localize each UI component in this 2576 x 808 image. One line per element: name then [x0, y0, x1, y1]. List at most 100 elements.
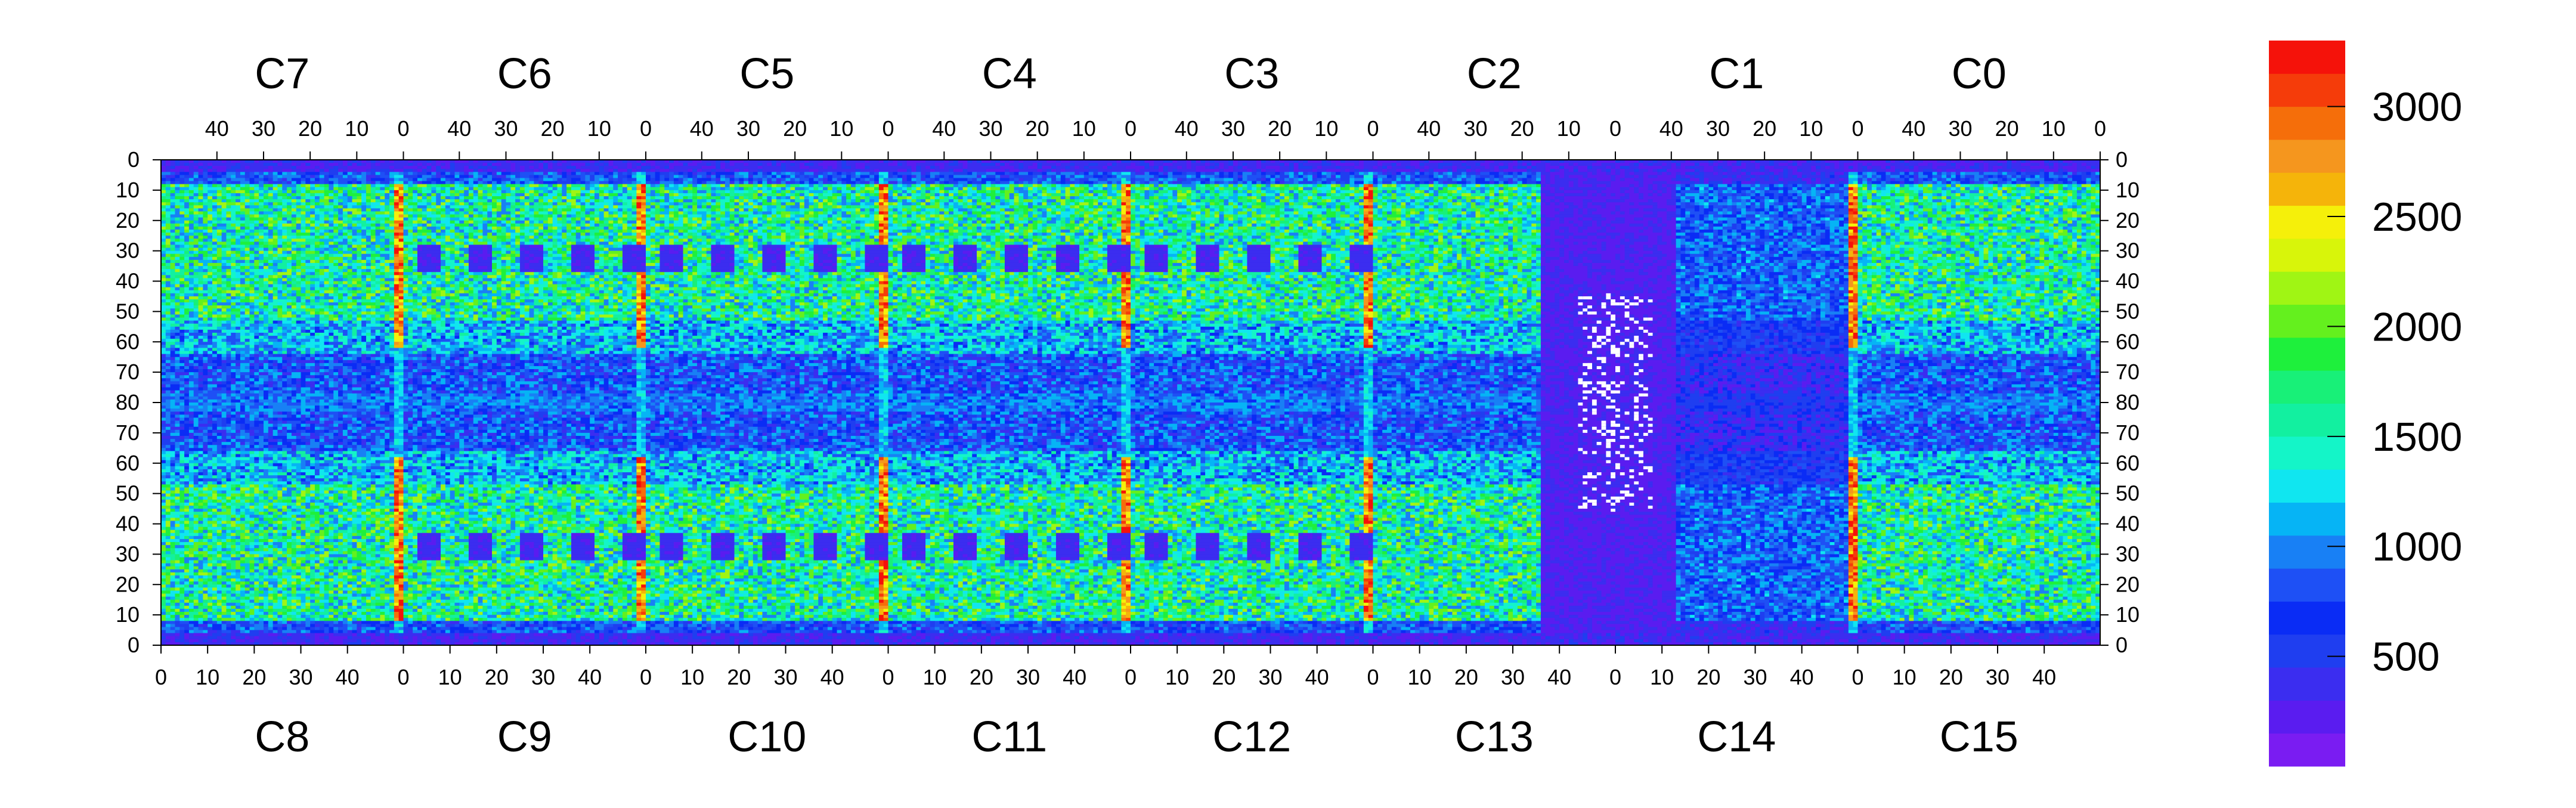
heatmap-cell — [795, 163, 800, 166]
heatmap-cell — [1345, 184, 1350, 188]
heatmap-cell — [1033, 181, 1038, 185]
heatmap-cell — [613, 190, 623, 194]
heatmap-cell — [1792, 169, 1797, 172]
heatmap-cell — [1746, 193, 1751, 197]
heatmap-cell — [1420, 193, 1425, 197]
heatmap-cell — [720, 163, 725, 166]
heatmap-cell — [1392, 190, 1397, 194]
heatmap-cell — [2049, 187, 2054, 191]
heatmap-cell — [1159, 181, 1163, 185]
heatmap-cell — [2011, 163, 2021, 166]
heatmap-cell — [1066, 178, 1070, 182]
heatmap-cell — [1984, 172, 1998, 175]
heatmap-cell — [329, 193, 333, 197]
heatmap-cell — [1326, 193, 1331, 197]
heatmap-cell — [939, 178, 944, 182]
heatmap-cell — [1541, 193, 1546, 197]
heatmap-cell — [1103, 166, 1107, 169]
heatmap-cell — [1266, 172, 1275, 175]
heatmap-cell — [1736, 181, 1741, 185]
heatmap-cell — [1392, 178, 1397, 182]
heatmap-cell — [1107, 184, 1112, 188]
heatmap-cell — [520, 187, 525, 191]
heatmap-cell — [949, 190, 953, 194]
heatmap-cell — [240, 181, 250, 185]
heatmap-cell — [1713, 172, 1718, 175]
heatmap-cell — [1177, 187, 1191, 191]
heatmap-cell — [1023, 193, 1028, 197]
heatmap-cell — [1811, 178, 1816, 182]
heatmap-cell — [1783, 187, 1788, 191]
heatmap-cell — [1546, 193, 1555, 197]
heatmap-cell — [716, 187, 720, 191]
heatmap-cell — [250, 187, 255, 191]
heatmap-cell — [767, 178, 772, 182]
heatmap-cell — [1261, 187, 1266, 191]
heatmap-cell — [856, 187, 860, 191]
heatmap-cell — [1746, 178, 1751, 182]
heatmap-cell — [967, 169, 986, 172]
heatmap-cell — [324, 187, 329, 191]
heatmap-cell — [660, 181, 674, 185]
heatmap-cell — [357, 163, 361, 166]
heatmap-cell — [1774, 166, 1788, 169]
heatmap-cell — [320, 166, 324, 169]
heatmap-cell — [1564, 175, 1569, 178]
heatmap-cell — [1382, 172, 1387, 175]
heatmap-cell — [315, 193, 324, 197]
heatmap-cell — [264, 175, 268, 178]
heatmap-cell — [385, 187, 389, 191]
heatmap-cell — [744, 187, 748, 191]
heatmap-cell — [179, 175, 184, 178]
heatmap-cell — [1438, 172, 1443, 175]
heatmap-cell — [389, 178, 394, 182]
heatmap-cell — [786, 193, 791, 197]
heatmap-cell — [1042, 178, 1046, 182]
heatmap-cell — [1392, 187, 1397, 191]
heatmap-cell — [1144, 172, 1149, 175]
heatmap-cell — [683, 175, 688, 178]
heatmap-cell — [510, 193, 515, 197]
heatmap-cell — [692, 172, 697, 175]
heatmap-cell — [1914, 172, 1918, 175]
heatmap-cell — [1494, 190, 1499, 194]
heatmap-cell — [273, 178, 278, 182]
heatmap-cell — [581, 178, 586, 182]
heatmap-cell — [735, 169, 739, 172]
heatmap-cell — [1247, 163, 1256, 166]
heatmap-cell — [389, 193, 394, 197]
heatmap-cell — [1862, 175, 1867, 178]
heatmap-cell — [1946, 172, 1951, 175]
heatmap-cell — [450, 181, 455, 185]
heatmap-cell — [1289, 178, 1294, 182]
heatmap-cell — [651, 181, 655, 185]
heatmap-cell — [1373, 193, 1378, 197]
heatmap-cell — [1023, 187, 1028, 191]
heatmap-cell — [1243, 166, 1247, 169]
heatmap-cell — [1289, 193, 1294, 197]
heatmap-cell — [1275, 175, 1280, 178]
heatmap-cell — [856, 184, 860, 188]
heatmap-cell — [1909, 187, 1918, 191]
heatmap-cell — [427, 166, 432, 169]
heatmap-cell — [487, 184, 492, 188]
heatmap-cell — [781, 166, 786, 169]
heatmap-cell — [1121, 193, 1126, 197]
heatmap-cell — [1858, 172, 1863, 175]
heatmap-cell — [371, 178, 385, 182]
heatmap-cell — [1914, 166, 1918, 169]
heatmap-cell — [1890, 175, 1900, 178]
heatmap-cell — [1205, 190, 1210, 194]
heatmap-cell — [585, 181, 590, 185]
heatmap-cell — [1349, 181, 1354, 185]
heatmap-cell — [1667, 184, 1676, 188]
heatmap-cell — [1522, 181, 1527, 185]
heatmap-cell — [1974, 187, 1979, 191]
heatmap-cell — [888, 184, 893, 188]
heatmap-cell — [1373, 190, 1378, 194]
heatmap-cell — [823, 181, 828, 185]
heatmap-cell — [1243, 184, 1247, 188]
heatmap-cell — [623, 172, 627, 175]
heatmap-cell — [1937, 181, 1942, 185]
heatmap-cell — [1191, 175, 1196, 178]
